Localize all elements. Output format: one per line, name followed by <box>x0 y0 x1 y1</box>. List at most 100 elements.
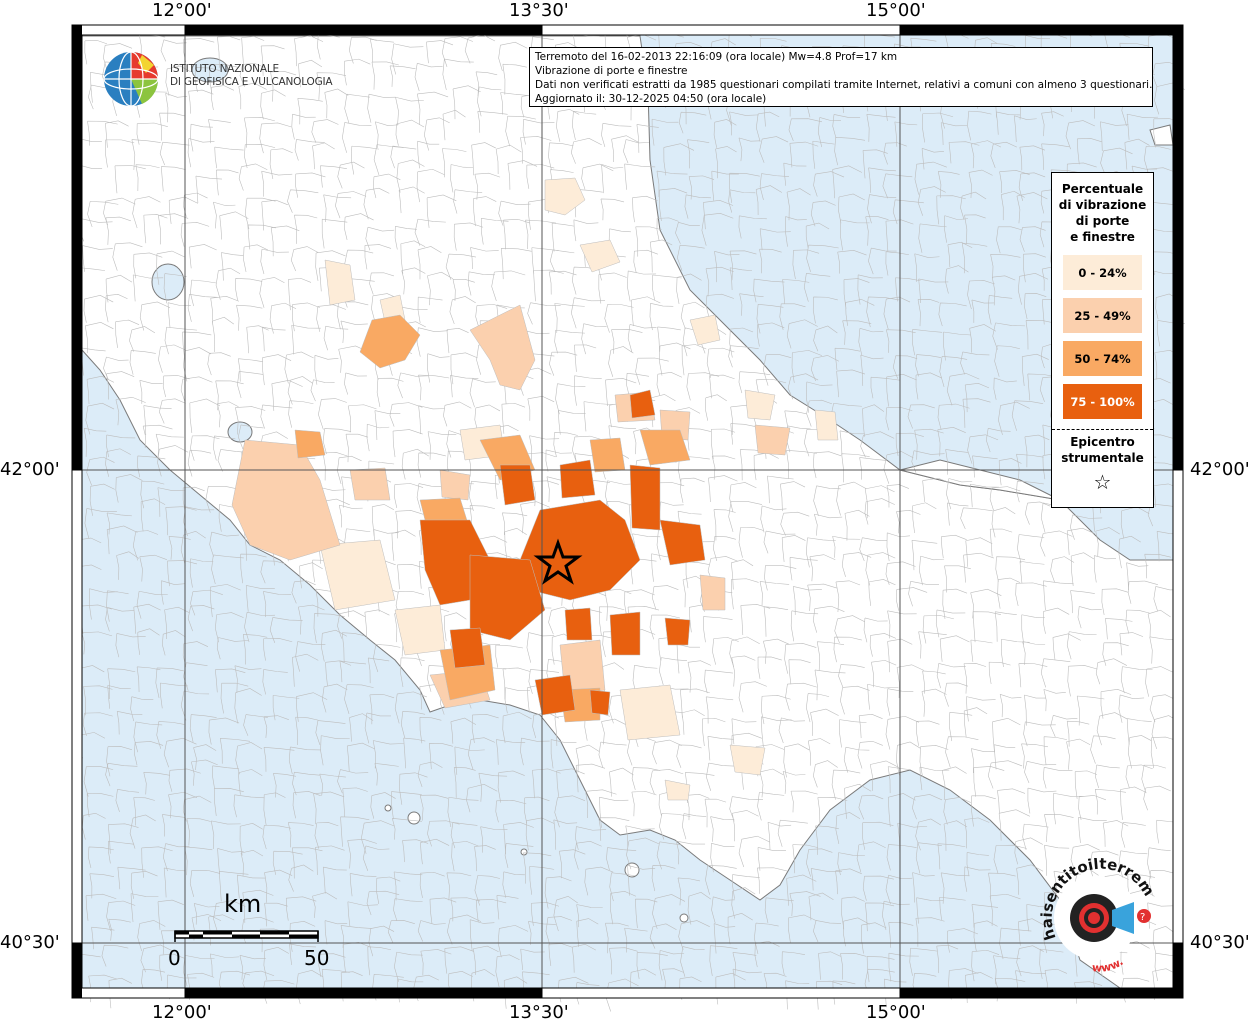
municipality-boundary <box>556 109 580 142</box>
municipality-boundary <box>554 303 585 333</box>
municipality-boundary <box>263 946 289 980</box>
municipality-boundary <box>139 554 167 582</box>
municipality-boundary <box>168 536 191 560</box>
municipality-boundary <box>500 92 529 115</box>
axis-label-left-2: 40°30' <box>0 932 60 953</box>
municipality-boundary <box>389 402 423 427</box>
municipality-boundary <box>635 357 669 385</box>
municipality-boundary <box>168 768 201 792</box>
municipality-boundary <box>989 893 1021 926</box>
municipality-boundary <box>209 953 240 977</box>
legend-title-line: e finestre <box>1070 230 1135 244</box>
municipality-boundary <box>810 868 842 891</box>
municipality-boundary <box>1141 764 1167 794</box>
municipality-boundary <box>337 161 365 189</box>
municipality-boundary <box>947 241 973 268</box>
municipality-boundary <box>601 164 624 194</box>
municipality-boundary <box>780 481 806 512</box>
municipality-boundary <box>108 840 135 864</box>
municipality-boundary <box>815 825 839 855</box>
municipality-boundary <box>313 791 345 825</box>
municipality-boundary <box>806 244 839 272</box>
municipality-boundary <box>394 691 427 724</box>
municipality-boundary <box>454 746 485 775</box>
municipality-boundary <box>105 763 138 787</box>
municipality-boundary <box>841 453 870 483</box>
municipality-boundary <box>85 893 117 921</box>
municipality-boundary <box>573 219 599 242</box>
info-line-data-note: Dati non verificati estratti da 1985 que… <box>535 79 1153 91</box>
municipality-boundary <box>917 298 940 327</box>
municipality-boundary <box>452 278 475 301</box>
municipality-boundary <box>729 172 760 203</box>
municipality-boundary <box>473 945 499 975</box>
municipality-boundary <box>208 119 231 144</box>
municipality-boundary <box>760 505 787 533</box>
municipality-boundary <box>599 796 629 828</box>
municipality-boundary <box>792 586 822 615</box>
municipality-boundary <box>137 455 166 478</box>
municipality-boundary <box>528 669 560 694</box>
municipality-boundary <box>937 843 966 870</box>
municipality-boundary <box>627 864 656 896</box>
municipality-boundary <box>105 607 135 632</box>
municipality-boundary <box>988 661 1011 685</box>
municipality-boundary <box>626 372 650 396</box>
municipality-boundary <box>414 62 443 92</box>
municipality-boundary <box>505 115 536 147</box>
municipality-boundary <box>245 585 275 612</box>
municipality-boundary <box>287 822 314 848</box>
municipality-boundary <box>398 186 425 214</box>
municipality-boundary <box>705 865 737 895</box>
municipality-boundary <box>243 634 268 665</box>
municipality-boundary <box>833 636 862 663</box>
municipality-boundary <box>1105 618 1133 640</box>
municipality-boundary <box>235 742 263 775</box>
municipality-boundary <box>322 866 347 894</box>
municipality-boundary <box>86 456 115 486</box>
scale-start: 0 <box>168 946 181 970</box>
legend-class-1: 0 - 24% <box>1063 255 1142 290</box>
municipality-boundary <box>841 552 872 577</box>
municipality-boundary <box>764 897 794 923</box>
municipality-boundary <box>556 768 585 797</box>
municipality-boundary <box>864 485 895 519</box>
municipality-boundary <box>220 682 249 714</box>
municipality-boundary <box>781 535 806 562</box>
municipality-boundary <box>786 188 811 221</box>
legend-class-3: 50 - 74% <box>1063 341 1142 376</box>
municipality-boundary <box>658 188 688 221</box>
municipality-boundary <box>713 923 736 954</box>
municipality-boundary <box>180 222 210 247</box>
municipality-boundary <box>548 270 577 295</box>
municipality-boundary <box>269 148 293 179</box>
municipality-boundary <box>373 144 404 176</box>
municipality-boundary <box>807 583 837 611</box>
municipality-boundary <box>419 794 449 821</box>
municipality-boundary <box>728 189 756 213</box>
municipality-boundary <box>727 913 753 945</box>
municipality-boundary <box>785 682 817 711</box>
municipality-boundary <box>141 846 173 878</box>
municipality-boundary <box>1024 434 1050 468</box>
municipality-boundary <box>235 278 263 301</box>
municipality-boundary <box>343 941 372 972</box>
municipality-boundary <box>914 253 940 282</box>
municipality-boundary <box>115 633 146 658</box>
municipality-boundary <box>259 277 285 308</box>
municipality-boundary <box>571 110 597 140</box>
municipality-boundary <box>311 119 339 143</box>
municipality-boundary <box>626 270 657 302</box>
municipality-boundary <box>677 244 705 271</box>
municipality-boundary <box>784 643 817 674</box>
municipality-boundary <box>548 142 574 171</box>
municipality-boundary <box>649 239 673 273</box>
municipality-boundary <box>210 820 241 850</box>
municipality-boundary <box>288 864 314 892</box>
municipality-boundary <box>739 293 764 316</box>
municipality-boundary <box>106 525 138 555</box>
municipality-boundary <box>502 871 525 898</box>
municipality-boundary <box>294 139 325 161</box>
municipality-boundary <box>474 845 496 872</box>
municipality-boundary <box>993 744 1016 770</box>
